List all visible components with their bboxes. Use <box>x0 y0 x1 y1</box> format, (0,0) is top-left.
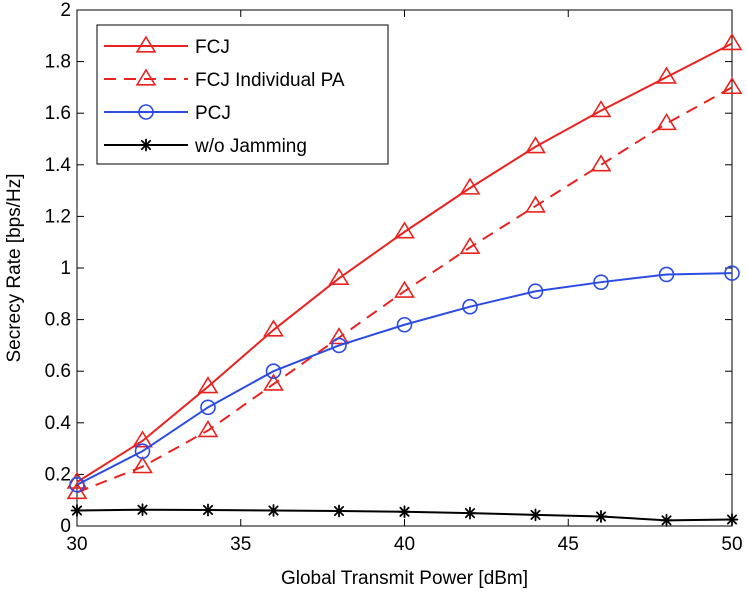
data-point-pcj <box>527 283 544 300</box>
data-point-w-o-jamming <box>332 504 346 518</box>
legend-marker-fcj-individual-pa <box>135 68 157 86</box>
data-point-fcj <box>721 32 743 51</box>
x-tick-label: 45 <box>558 534 579 555</box>
y-tick-label: 0.2 <box>45 464 71 485</box>
data-point-fcj <box>525 136 546 154</box>
series-fcj-individual-pa <box>66 76 743 500</box>
series-line-fcj-individual-pa <box>76 86 733 494</box>
y-tick-label: 0.6 <box>45 361 71 382</box>
legend-entries: FCJ FCJ Individual PA PCJ w/o Jamming <box>104 35 345 157</box>
legend: FCJ FCJ Individual PA PCJ w/o Jamming <box>96 24 389 165</box>
legend-label-w-o-jamming: w/o Jamming <box>194 136 307 157</box>
legend-marker-fcj <box>135 35 157 53</box>
data-point-pcj <box>593 274 609 290</box>
x-tick-label: 40 <box>394 534 415 555</box>
data-point-fcj <box>590 100 612 118</box>
y-tick-label: 0.4 <box>45 413 72 434</box>
data-point-pcj <box>724 265 740 281</box>
y-tick-label: 2 <box>60 0 71 21</box>
y-tick-label: 0.8 <box>45 310 71 331</box>
data-point-w-o-jamming <box>725 513 739 526</box>
series-line-pcj <box>76 272 733 486</box>
data-point-fcj-individual-pa <box>263 373 284 391</box>
data-point-w-o-jamming <box>136 503 149 517</box>
data-point-fcj-individual-pa <box>394 280 415 298</box>
data-point-pcj <box>200 399 216 416</box>
legend-entry-w-o-jamming: w/o Jamming <box>104 136 307 157</box>
data-point-fcj <box>459 177 481 195</box>
data-point-w-o-jamming <box>463 506 477 520</box>
legend-entry-fcj-individual-pa: FCJ Individual PA <box>104 68 345 91</box>
data-point-fcj-individual-pa <box>721 76 743 95</box>
legend-label-fcj-individual-pa: FCJ Individual PA <box>195 70 345 91</box>
x-tick-label: 30 <box>66 534 87 555</box>
data-point-fcj <box>394 221 415 239</box>
series-layer <box>66 32 743 527</box>
data-point-pcj <box>331 337 347 354</box>
data-point-fcj <box>328 267 350 285</box>
x-tick-label: 50 <box>721 534 742 555</box>
data-point-fcj <box>263 319 284 337</box>
series-pcj <box>69 265 740 493</box>
data-point-fcj <box>656 66 677 84</box>
legend-marker-w-o-jamming <box>139 138 153 152</box>
series-fcj <box>66 32 743 489</box>
y-tick-label: 1.6 <box>45 103 71 124</box>
data-point-w-o-jamming <box>660 513 673 527</box>
data-point-fcj <box>132 430 153 448</box>
series-line-fcj <box>76 42 733 483</box>
data-point-pcj <box>134 443 151 459</box>
data-point-fcj-individual-pa <box>525 195 546 213</box>
series-w-o-jamming <box>70 503 739 527</box>
y-tick-label: 0 <box>60 516 71 537</box>
data-point-pcj <box>265 363 282 380</box>
legend-marker-pcj <box>138 104 154 120</box>
data-point-w-o-jamming <box>70 504 84 517</box>
legend-label-fcj: FCJ <box>195 37 230 58</box>
data-point-pcj <box>396 316 413 333</box>
legend-entry-pcj: PCJ <box>104 103 231 124</box>
data-point-fcj-individual-pa <box>132 456 153 474</box>
data-point-w-o-jamming <box>398 505 411 519</box>
data-point-pcj <box>658 266 675 283</box>
x-tick-label: 35 <box>230 534 251 555</box>
data-point-fcj-individual-pa <box>590 154 612 172</box>
data-point-w-o-jamming <box>594 510 608 523</box>
legend-label-pcj: PCJ <box>195 103 231 124</box>
data-point-w-o-jamming <box>529 508 542 522</box>
data-point-pcj <box>462 298 478 315</box>
y-axis-label: Secrecy Rate [bps/Hz] <box>4 173 25 362</box>
data-point-w-o-jamming <box>201 503 215 517</box>
data-point-w-o-jamming <box>267 504 280 517</box>
legend-entry-fcj: FCJ <box>104 35 230 58</box>
x-axis-label: Global Transmit Power [dBm] <box>281 568 528 589</box>
data-point-fcj-individual-pa <box>656 112 677 131</box>
y-tick-label: 1.4 <box>45 155 72 176</box>
data-point-fcj <box>66 471 88 489</box>
data-point-fcj-individual-pa <box>328 327 350 345</box>
y-tick-label: 1.8 <box>45 52 71 73</box>
y-tick-label: 1 <box>60 258 71 279</box>
y-tick-label: 1.2 <box>45 206 71 227</box>
ticks: 30 35 40 45 50 0 0.2 0.4 0.6 0.8 1 1.2 1.4 1.6 1.8 2 <box>45 0 743 555</box>
data-point-fcj <box>197 376 219 394</box>
data-point-pcj <box>69 476 85 493</box>
data-point-fcj-individual-pa <box>459 236 481 255</box>
data-point-fcj-individual-pa <box>197 419 219 438</box>
